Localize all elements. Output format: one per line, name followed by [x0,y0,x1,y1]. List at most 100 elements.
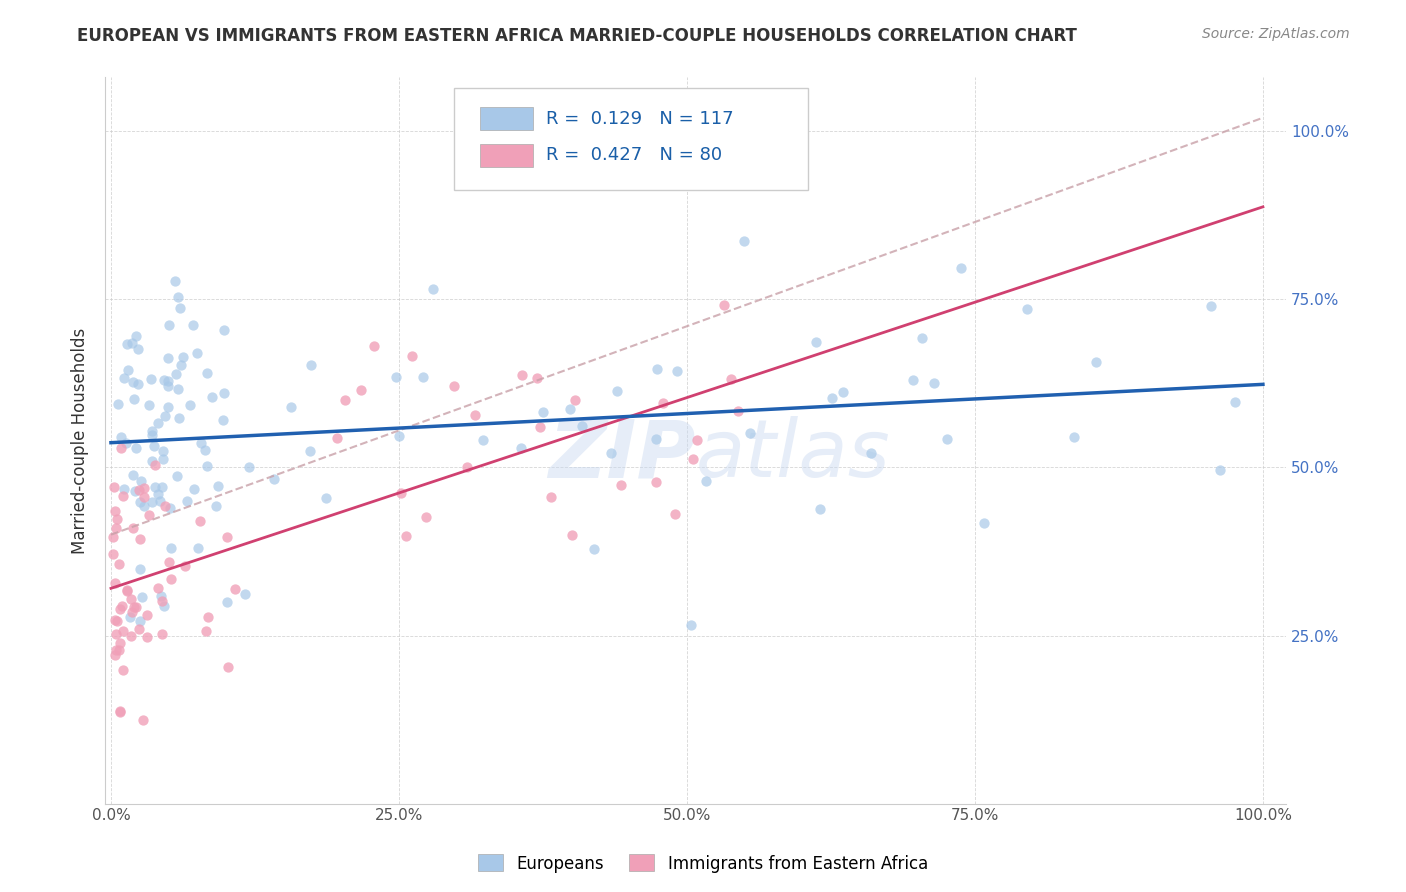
Point [1199,299,1222,313]
Point [121,336,143,351]
Point [146,582,169,596]
Text: R =  0.427   N = 80: R = 0.427 N = 80 [546,146,721,164]
Point [128,532,150,546]
Point [350,383,373,397]
Point [922,376,945,390]
Point [141,372,163,386]
Point [152,443,174,458]
Point [238,459,260,474]
Point [207,479,229,493]
Point [131,590,153,604]
Point [122,392,145,406]
Point [666,364,689,378]
Point [143,480,166,494]
Point [112,483,135,497]
Point [167,411,190,425]
Point [104,504,127,518]
Point [110,705,132,719]
Point [122,467,145,482]
Point [114,371,136,385]
Text: atlas: atlas [696,416,890,494]
Point [156,379,179,393]
Point [165,368,187,382]
Point [415,510,437,524]
Legend: Europeans, Immigrants from Eastern Africa: Europeans, Immigrants from Eastern Afric… [471,847,935,880]
Point [645,432,668,446]
Point [166,382,188,396]
Point [973,516,995,530]
Y-axis label: Married-couple Households: Married-couple Households [72,327,89,554]
Point [561,527,583,541]
Point [156,351,179,365]
Point [134,500,156,514]
Point [333,392,356,407]
Point [150,627,173,641]
Point [149,494,172,508]
Point [155,499,177,513]
Point [512,368,534,383]
Point [949,260,972,275]
Point [125,441,148,455]
Point [104,627,127,641]
Point [645,475,668,489]
Point [212,322,235,336]
Point [108,636,131,650]
Point [472,434,495,448]
Point [150,479,173,493]
Point [127,343,149,357]
Point [129,495,152,509]
Point [564,392,586,407]
Point [224,582,246,596]
Point [108,601,131,615]
Point [194,443,217,458]
Point [901,373,924,387]
Point [1085,355,1108,369]
Point [131,475,153,489]
Point [531,404,554,418]
Point [217,660,239,674]
Point [128,623,150,637]
Point [821,391,844,405]
Point [682,452,704,467]
Point [195,366,218,380]
Point [1209,463,1232,477]
Point [529,420,551,434]
Point [118,610,141,624]
Point [112,490,135,504]
Point [146,416,169,430]
Point [149,589,172,603]
Point [121,375,143,389]
Point [111,599,134,614]
Point [132,713,155,727]
Point [315,491,337,505]
Point [159,500,181,515]
Point [163,274,186,288]
Point [174,559,197,574]
Point [125,328,148,343]
Point [122,600,145,615]
Point [188,514,211,528]
Text: Source: ZipAtlas.com: Source: ZipAtlas.com [1202,27,1350,41]
Point [215,530,238,544]
Point [157,318,180,332]
Point [1015,301,1038,316]
Point [148,487,170,501]
Point [138,398,160,412]
Point [124,600,146,615]
Point [104,614,127,628]
Point [212,386,235,401]
Point [117,363,139,377]
Point [860,446,883,460]
Point [738,426,761,441]
Point [299,359,322,373]
Point [166,468,188,483]
Point [808,502,831,516]
Point [110,430,132,444]
Point [195,624,218,638]
Point [176,494,198,508]
Point [443,378,465,392]
Point [558,401,581,416]
Point [204,500,226,514]
Point [117,582,139,597]
Point [610,478,633,492]
